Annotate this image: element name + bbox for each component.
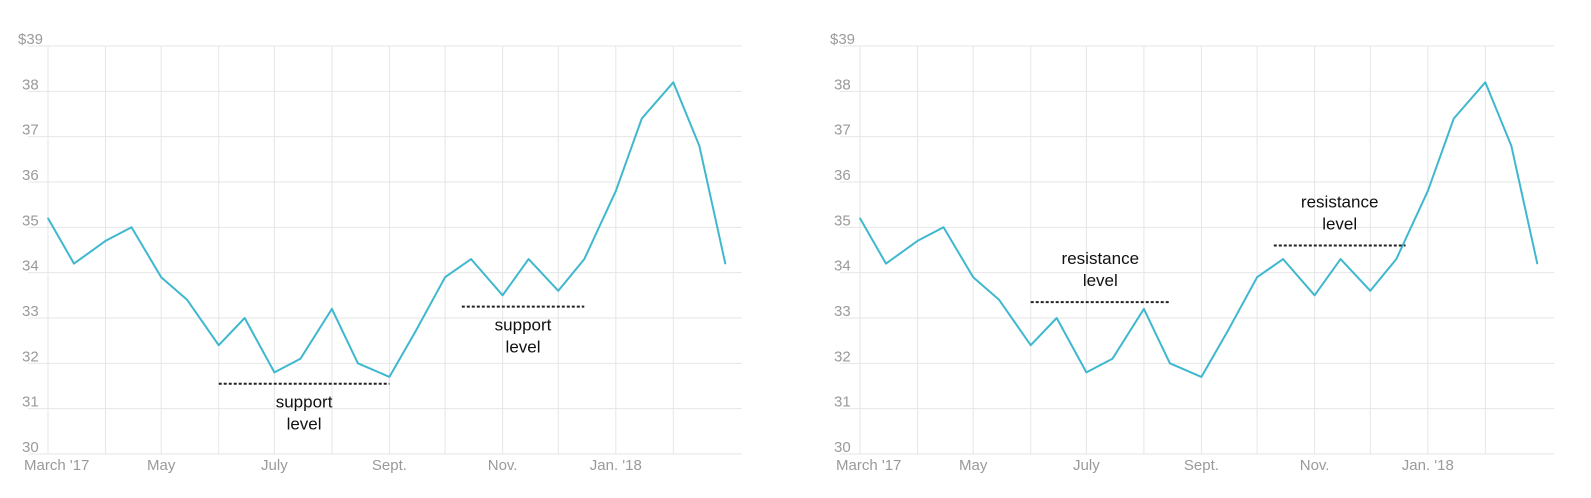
y-tick-label: 37 <box>22 122 39 139</box>
data-point <box>527 258 530 260</box>
data-point <box>444 276 446 279</box>
annotation-label: level <box>506 338 541 357</box>
data-point <box>331 308 333 310</box>
x-tick-label: March '17 <box>24 457 89 474</box>
data-point <box>130 226 133 229</box>
data-point <box>1484 81 1487 84</box>
data-point <box>357 362 359 365</box>
price-series-line <box>859 81 1539 378</box>
y-tick-label: 30 <box>834 439 851 456</box>
y-tick-label: 32 <box>834 348 851 365</box>
annotation-label: resistance <box>1062 249 1139 268</box>
data-point <box>972 276 974 279</box>
data-point <box>1427 190 1429 192</box>
data-point <box>724 262 727 265</box>
support-chart: $39 38 37 36 35 34 33 32 31 30 March '17 May July Sep… <box>0 0 760 498</box>
data-point <box>243 317 246 319</box>
y-tick-label: $39 <box>18 31 43 48</box>
y-tick-label: 38 <box>834 76 851 93</box>
annotation-label: resistance <box>1301 192 1378 211</box>
data-point <box>1339 258 1342 260</box>
data-point <box>1143 308 1145 310</box>
y-tick-label: 34 <box>834 258 851 275</box>
data-point <box>583 258 586 260</box>
x-tick-label: May <box>147 457 176 474</box>
data-point <box>186 299 188 301</box>
y-tick-label: 35 <box>22 212 39 229</box>
data-point <box>1282 258 1284 260</box>
data-point <box>1226 330 1229 333</box>
x-tick-label: Jan. '18 <box>590 457 642 474</box>
y-tick-label: 33 <box>22 303 39 320</box>
data-point <box>698 144 701 147</box>
data-point <box>1395 258 1398 260</box>
data-point <box>998 299 1000 301</box>
x-tick-label: Nov. <box>488 457 518 474</box>
annotation-label: support <box>276 393 333 412</box>
data-point <box>104 240 107 242</box>
data-point <box>1256 276 1258 279</box>
data-point <box>916 240 919 242</box>
data-point <box>47 217 49 220</box>
data-point <box>273 371 276 374</box>
y-tick-label: 31 <box>22 394 39 411</box>
y-tick-label: 36 <box>834 167 851 184</box>
y-tick-label: 36 <box>22 167 39 184</box>
data-point <box>1029 344 1032 347</box>
data-point <box>1111 358 1114 360</box>
x-tick-label: Sept. <box>372 457 407 474</box>
x-tick-label: Sept. <box>1184 457 1219 474</box>
y-tick-label: 32 <box>22 348 39 365</box>
x-tick-label: May <box>959 457 988 474</box>
data-point <box>672 81 675 84</box>
data-point <box>615 190 617 192</box>
annotation-label: level <box>1322 214 1357 233</box>
data-point <box>160 276 162 279</box>
y-tick-label: 35 <box>834 212 851 229</box>
data-point <box>1452 117 1455 120</box>
data-point <box>885 262 887 265</box>
y-tick-label: 33 <box>834 303 851 320</box>
data-point <box>73 262 75 265</box>
y-tick-label: 34 <box>22 258 39 275</box>
data-point <box>388 376 391 378</box>
x-tick-label: July <box>261 457 288 474</box>
x-tick-label: Jan. '18 <box>1402 457 1454 474</box>
annotation-label: level <box>1083 271 1118 290</box>
data-point <box>414 330 417 333</box>
price-series-line <box>47 81 727 378</box>
x-tick-label: July <box>1073 457 1100 474</box>
data-point <box>1169 362 1171 365</box>
data-point <box>1369 290 1372 292</box>
data-point <box>942 226 945 229</box>
y-tick-label: $39 <box>830 31 855 48</box>
data-point <box>1200 376 1203 378</box>
y-tick-label: 37 <box>834 122 851 139</box>
data-point <box>1536 262 1539 265</box>
data-point <box>299 358 302 360</box>
data-point <box>1313 294 1316 297</box>
data-point <box>470 258 472 260</box>
y-tick-label: 31 <box>834 394 851 411</box>
data-point <box>1055 317 1058 319</box>
x-tick-label: March '17 <box>836 457 901 474</box>
annotation-label: support <box>495 316 552 335</box>
y-tick-label: 38 <box>22 76 39 93</box>
data-point <box>640 117 643 120</box>
data-point <box>217 344 220 347</box>
data-point <box>1085 371 1088 374</box>
y-tick-label: 30 <box>22 439 39 456</box>
resistance-chart: $39 38 37 36 35 34 33 32 31 30 March '17 May July Sep… <box>812 0 1572 498</box>
data-point <box>557 290 560 292</box>
annotation-label: level <box>287 415 322 434</box>
data-point <box>859 217 861 220</box>
x-tick-label: Nov. <box>1300 457 1330 474</box>
data-point <box>501 294 504 297</box>
data-point <box>1510 144 1513 147</box>
